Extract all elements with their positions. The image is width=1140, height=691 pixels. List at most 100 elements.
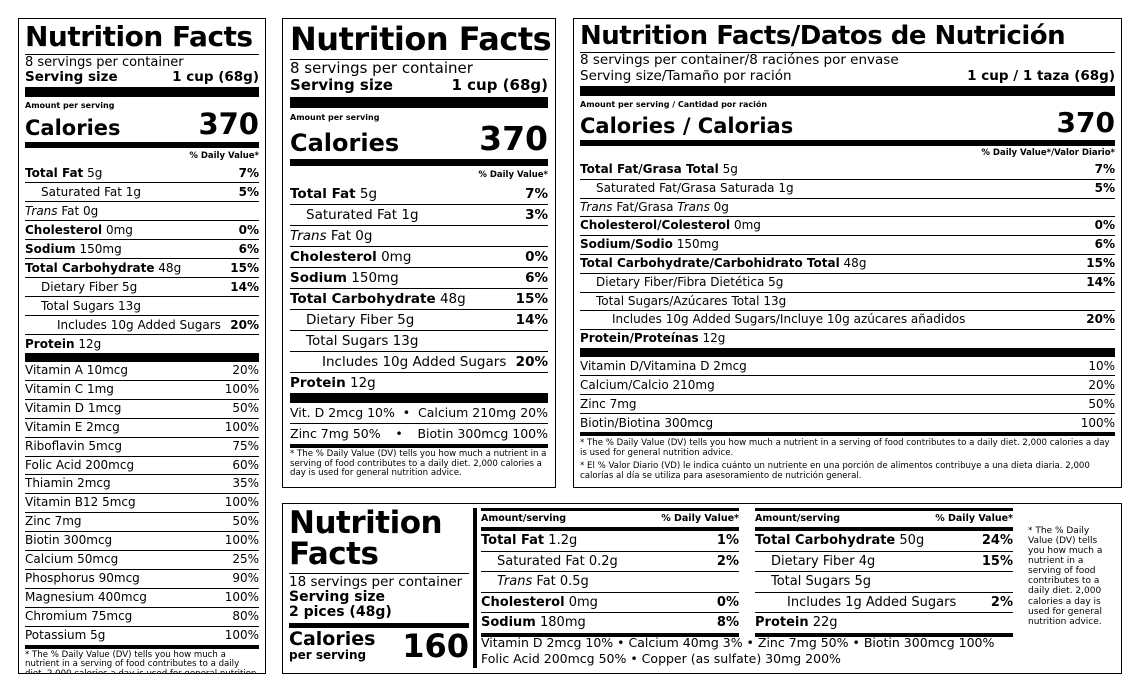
nutrient-label: Total Carbohydrate/Carbohidrato Total 48… <box>580 255 866 273</box>
bullet-separator: • <box>402 405 411 420</box>
nutrient-name: Protein <box>25 337 75 351</box>
nutrient-row: Protein 22g <box>755 612 1013 633</box>
nutrient-daily-value: 14% <box>230 280 259 294</box>
column-header: Amount/serving % Daily Value* <box>481 511 739 527</box>
vitamin-list: Vitamin A 10mcg 20% Vitamin C 1mg 100% Vitam… <box>25 362 259 645</box>
nutrient-amount: 5g <box>397 312 415 328</box>
amount-serving-header: Amount/serving <box>755 513 841 524</box>
vitamin-daily-value: 100% <box>224 495 259 510</box>
nutrient-amount: 5g <box>359 186 378 202</box>
label-title: Nutrition Facts <box>290 20 552 58</box>
vitamin-name: Vitamin C 1mg <box>25 381 114 396</box>
nutrient-amount: 48g <box>843 255 867 270</box>
nutrient-name: Total Fat/Grasa Total <box>580 162 719 176</box>
servings-per-container: 18 servings per container <box>289 574 463 590</box>
nutrient-daily-value: 6% <box>1094 237 1115 252</box>
vitamin-daily-value: 90% <box>232 570 259 585</box>
nutrient-row: Saturated Fat 0.2g 2% <box>481 550 739 572</box>
nutrient-amount: 0.2g <box>588 553 618 569</box>
nutrient-daily-value: 20% <box>1086 312 1115 327</box>
nutrient-amount: 1g <box>401 207 419 223</box>
nutrient-amount: 0mg <box>568 594 598 610</box>
nutrient-name: Total Fat <box>290 186 356 202</box>
vitamin-row: Calcium/Calcio 210mg 20% <box>580 374 1115 394</box>
vitamin-daily-value: 100% <box>224 627 259 642</box>
serving-size-label: Serving size <box>25 69 118 85</box>
nutrient-daily-value: 1% <box>716 533 739 548</box>
vitamin-line-1: Vitamin D 2mcg 10% • Calcium 40mg 3% • Z… <box>481 635 995 650</box>
calories-label: Calories / Calorias <box>580 114 794 138</box>
nutrient-daily-value: 3% <box>525 207 548 223</box>
serving-size-value: 1 cup (68g) <box>172 69 259 85</box>
nutrient-name: Sodium <box>25 242 76 256</box>
nutrient-name: Total Sugars <box>306 333 389 349</box>
footnote-english: * The % Daily Value (DV) tells you how m… <box>580 437 1110 458</box>
calories-row: Calories 370 <box>290 122 548 155</box>
nutrient-daily-value: 0% <box>525 249 548 265</box>
bullet-separator: • <box>395 426 403 441</box>
calories-block: Calories per serving 160 <box>289 630 469 663</box>
daily-value-header: % Daily Value* <box>189 151 259 161</box>
serving-size-label: Serving size/Tamaño por ración <box>580 68 792 84</box>
calories-subtitle: per serving <box>289 648 367 662</box>
nutrient-amount: 12g <box>78 337 102 351</box>
nutrient-amount: 4g <box>858 553 876 569</box>
nutrition-label-vertical-simplified: Nutrition Facts 8 servings per container… <box>282 18 556 488</box>
nutrient-name: Sodium <box>481 615 536 630</box>
nutrient-amount: 0mg <box>381 249 412 265</box>
nutrient-label: Includes 10g Added Sugars <box>290 352 506 372</box>
nutrient-row: Trans Fat 0g <box>290 225 548 246</box>
nutrient-name: Sodium/Sodio <box>580 237 673 252</box>
nutrient-label: Total Sugars/Azúcares Total 13g <box>580 293 786 311</box>
nutrient-row: Total Sugars 13g <box>290 330 548 351</box>
nutrient-daily-value: 8% <box>716 615 739 630</box>
serving-size-value: 2 pices (48g) <box>289 604 392 620</box>
calories-value: 370 <box>1056 106 1115 139</box>
servings-per-container: 8 servings per container/8 raciónes por … <box>580 52 899 68</box>
vitamin-row: Vitamin D/Vitamina D 2mcg 10% <box>580 357 1115 375</box>
nutrient-list: Total Fat 5g 7% Saturated Fat 1g 5% Trans Fa… <box>25 164 259 353</box>
footnote: * The % Daily Value (DV) tells you how m… <box>1028 526 1103 627</box>
nutrient-row: Includes 10g Added Sugars 20% <box>25 315 259 334</box>
vitamin-daily-value: 100% <box>224 533 259 548</box>
nutrient-name: Total Carbohydrate <box>755 533 896 548</box>
vitamin-row: Vitamin E 2mcg 100% <box>25 417 259 437</box>
calories-row: Calories / Calorias 370 <box>580 109 1115 137</box>
nutrient-name: Saturated Fat/Grasa Saturada <box>596 180 775 195</box>
nutrient-row: Total Fat 5g 7% <box>290 184 548 204</box>
daily-value-header: % Daily Value*/Valor Diario* <box>981 148 1115 158</box>
nutrient-row: Trans Fat 0g <box>25 201 259 220</box>
nutrient-label: Saturated Fat 0.2g <box>481 552 618 572</box>
nutrient-row: Protein/Proteínas 12g <box>580 329 1115 348</box>
nutrient-row: Includes 10g Added Sugars/Incluye 10g az… <box>580 310 1115 329</box>
serving-size-value: 1 cup / 1 taza (68g) <box>967 68 1115 84</box>
vitamin-daily-value: 25% <box>232 552 259 567</box>
nutrient-label: Saturated Fat/Grasa Saturada 1g <box>580 180 794 198</box>
vitamin-line-2: Folic Acid 200mcg 50% • Copper (as sulfa… <box>481 651 841 666</box>
nutrient-amount: Fat 0.5g <box>536 574 589 589</box>
nutrient-name: Trans <box>290 228 327 244</box>
column-header: Amount/serving % Daily Value* <box>755 511 1013 527</box>
nutrient-label: Dietary Fiber/Fibra Dietética 5g <box>580 274 783 292</box>
nutrient-row: Cholesterol 0mg 0% <box>290 246 548 267</box>
label-title: Nutrition Facts <box>25 20 253 53</box>
daily-value-header: % Daily Value* <box>935 513 1013 524</box>
nutrient-row: Trans Fat 0.5g <box>481 571 739 592</box>
nutrient-daily-value: 24% <box>981 533 1013 548</box>
nutrient-daily-value: 5% <box>1094 180 1115 195</box>
nutrient-label: Includes 10g Added Sugars <box>25 316 221 334</box>
vitamin-name: Zinc 7mg <box>25 514 82 529</box>
vitamin-row: Vitamin C 1mg 100% <box>25 379 259 399</box>
nutrient-amount: 5g <box>87 166 103 180</box>
nutrient-name: Total Fat <box>481 533 545 548</box>
nutrient-row: Dietary Fiber 5g 14% <box>290 309 548 330</box>
label-title-line-2: Facts <box>289 536 379 572</box>
amount-serving-header: Amount/serving <box>481 513 567 524</box>
nutrient-name: Dietary Fiber/Fibra Dietética <box>596 274 765 289</box>
nutrient-label: Trans Fat 0g <box>290 226 372 246</box>
nutrient-row: Total Sugars 5g <box>755 571 1013 592</box>
vitamin-name: Vitamin B12 5mcg <box>25 495 136 510</box>
nutrient-label: Dietary Fiber 4g <box>755 552 875 572</box>
vitamin-daily-value: 80% <box>232 608 259 623</box>
amount-per-serving: Amount per serving <box>290 113 380 122</box>
